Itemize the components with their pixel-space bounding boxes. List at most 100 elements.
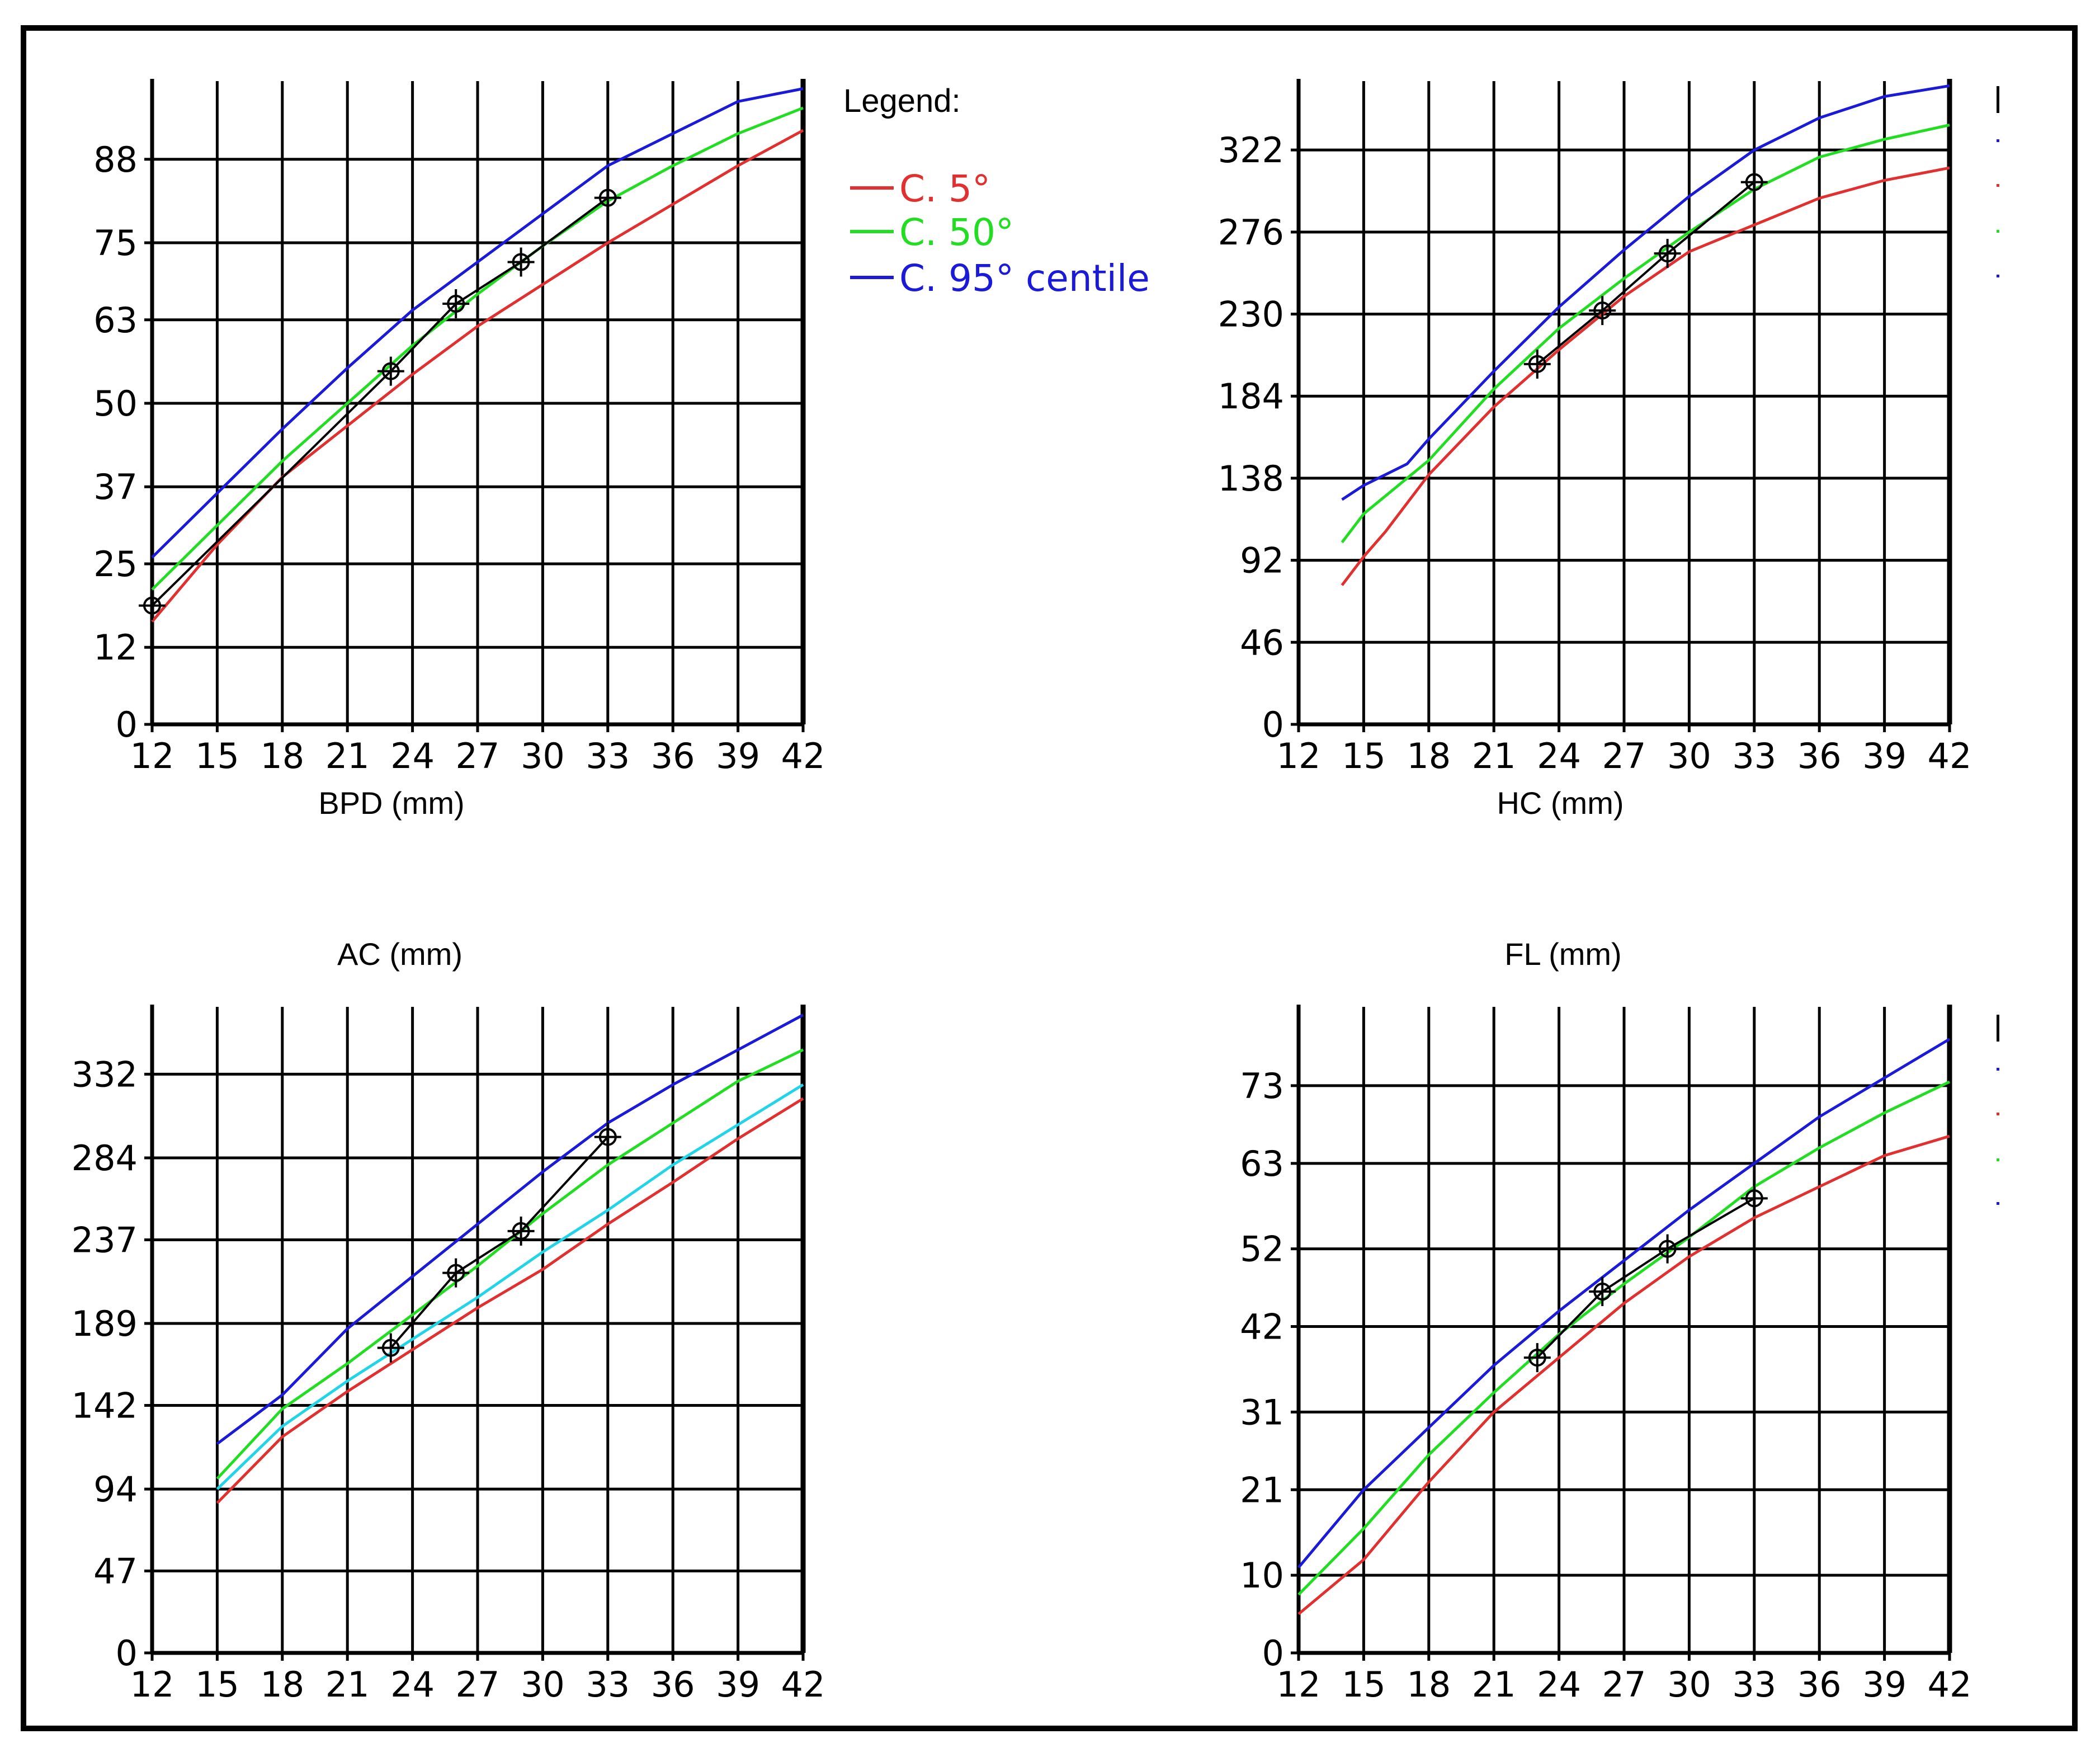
legend-entry-c5: C. 5° [850,167,990,210]
x-tick-label-21: 21 [1472,736,1516,776]
x-tick-label-42: 42 [781,736,825,776]
y-tick-label-52: 52 [1240,1229,1284,1270]
y-tick-label-25: 25 [93,544,138,585]
x-tick-label-21: 21 [325,1664,370,1705]
x-tick-label-36: 36 [1797,736,1842,776]
x-tick-label-39: 39 [1862,1664,1906,1705]
x-tick-label-33: 33 [586,736,630,776]
y-tick-label-63: 63 [1240,1143,1284,1184]
y-tick-label-184: 184 [1218,376,1284,417]
patient-marker [594,1122,621,1152]
patient-marker [1589,296,1616,326]
y-tick-label-0: 0 [116,704,138,745]
x-tick-label-18: 18 [260,1664,304,1705]
x-tick-label-33: 33 [1732,736,1776,776]
series-line-c-50 [1297,1080,1951,1596]
x-tick-label-33: 33 [1732,1664,1776,1705]
y-tick-label-0: 0 [1262,704,1284,745]
series-line-c-95-centile [1297,1038,1951,1568]
y-tick-label-92: 92 [1240,540,1284,581]
patient-marker [1654,1234,1681,1264]
legend-label-c50: C. 50° [899,211,1014,254]
x-tick-label-24: 24 [1537,1664,1581,1705]
series-line-c-5 [216,1097,804,1504]
legend-label-c95: C. 95° centile [899,257,1150,300]
x-tick-label-15: 15 [1342,736,1386,776]
series-line-patient [1536,181,1755,365]
x-tick-label-12: 12 [1277,1664,1321,1705]
x-tick-label-21: 21 [325,736,370,776]
y-tick-label-138: 138 [1218,458,1284,499]
x-axis-title: HC (mm) [1497,785,1624,821]
x-tick-label-30: 30 [1667,1664,1711,1705]
ac-chart: 12 15 18 21 24 27 30 33 36 39 42 0 47 94 142 189 237 284 3… [72,936,825,1705]
y-tick-label-332: 332 [72,1054,138,1095]
fl-chart: 12 15 18 21 24 27 30 33 36 39 42 0 10 21 31 42 52 63 73 FL … [1240,936,1971,1705]
chart-title: AC (mm) [337,936,463,972]
x-tick-label-12: 12 [130,736,174,776]
legend: Legend: C. 5° C. 50° C. 95° centile [843,83,1150,300]
series-line-c-50 [1341,124,1950,544]
patient-marker [594,183,621,213]
x-tick-label-15: 15 [195,1664,239,1705]
y-tick-label-142: 142 [72,1385,138,1426]
x-tick-label-39: 39 [716,1664,760,1705]
series-line-c-50 [216,1048,804,1480]
x-tick-label-36: 36 [651,1664,695,1705]
series-line-c-95-centile [151,87,804,559]
legend-entry-c95: C. 95° centile [850,257,1150,300]
series-line-c-95-centile [216,1014,804,1445]
x-tick-label-12: 12 [1277,736,1321,776]
x-tick-label-42: 42 [1928,1664,1972,1705]
y-tick-label-50: 50 [93,383,138,424]
y-tick-label-21: 21 [1240,1469,1284,1510]
series-line-c-50 [151,106,804,591]
x-axis-title: BPD (mm) [318,785,464,821]
y-tick-label-276: 276 [1218,212,1284,253]
x-tick-label-39: 39 [1862,736,1906,776]
legend-title: Legend: [843,83,961,119]
patient-marker [377,356,404,386]
patient-marker [507,1216,535,1246]
legend-entry-c50: C. 50° [850,211,1014,254]
series-line-patient [390,1136,609,1349]
x-tick-label-24: 24 [390,736,435,776]
x-tick-label-30: 30 [1667,736,1711,776]
patient-marker [1740,167,1768,197]
patient-marker [442,1258,470,1288]
y-tick-label-88: 88 [93,139,138,180]
x-tick-label-18: 18 [1407,736,1451,776]
y-tick-label-47: 47 [93,1551,138,1592]
figure-frame [21,25,2078,1731]
fl-legend-remnant [1997,1015,1999,1205]
y-tick-label-73: 73 [1240,1066,1284,1106]
series-line-lower [216,1083,804,1490]
patient-marker [507,247,535,277]
patient-marker [1740,1184,1768,1213]
y-tick-label-37: 37 [93,467,138,507]
hc-chart: 12 15 18 21 24 27 30 33 36 39 42 0 46 92 138 184 230 276 3… [1218,79,1971,821]
y-tick-label-10: 10 [1240,1555,1284,1596]
x-tick-label-27: 27 [456,1664,500,1705]
y-tick-label-322: 322 [1218,130,1284,171]
x-tick-label-21: 21 [1472,1664,1516,1705]
series-line-c-5 [1297,1134,1950,1615]
x-tick-label-12: 12 [130,1664,174,1705]
x-tick-label-18: 18 [260,736,304,776]
y-tick-label-237: 237 [72,1219,138,1260]
patient-marker [1654,239,1681,268]
x-tick-label-30: 30 [521,1664,565,1705]
series-line-c-95-centile [1341,84,1950,501]
x-tick-label-15: 15 [1342,1664,1386,1705]
patient-marker [1523,349,1551,379]
y-tick-label-75: 75 [93,223,138,263]
x-tick-label-24: 24 [1537,736,1581,776]
y-tick-label-94: 94 [93,1469,138,1510]
y-tick-label-189: 189 [72,1303,138,1344]
y-tick-label-42: 42 [1240,1307,1284,1347]
x-tick-label-33: 33 [586,1664,630,1705]
x-tick-label-30: 30 [521,736,565,776]
legend-label-c5: C. 5° [899,167,990,210]
